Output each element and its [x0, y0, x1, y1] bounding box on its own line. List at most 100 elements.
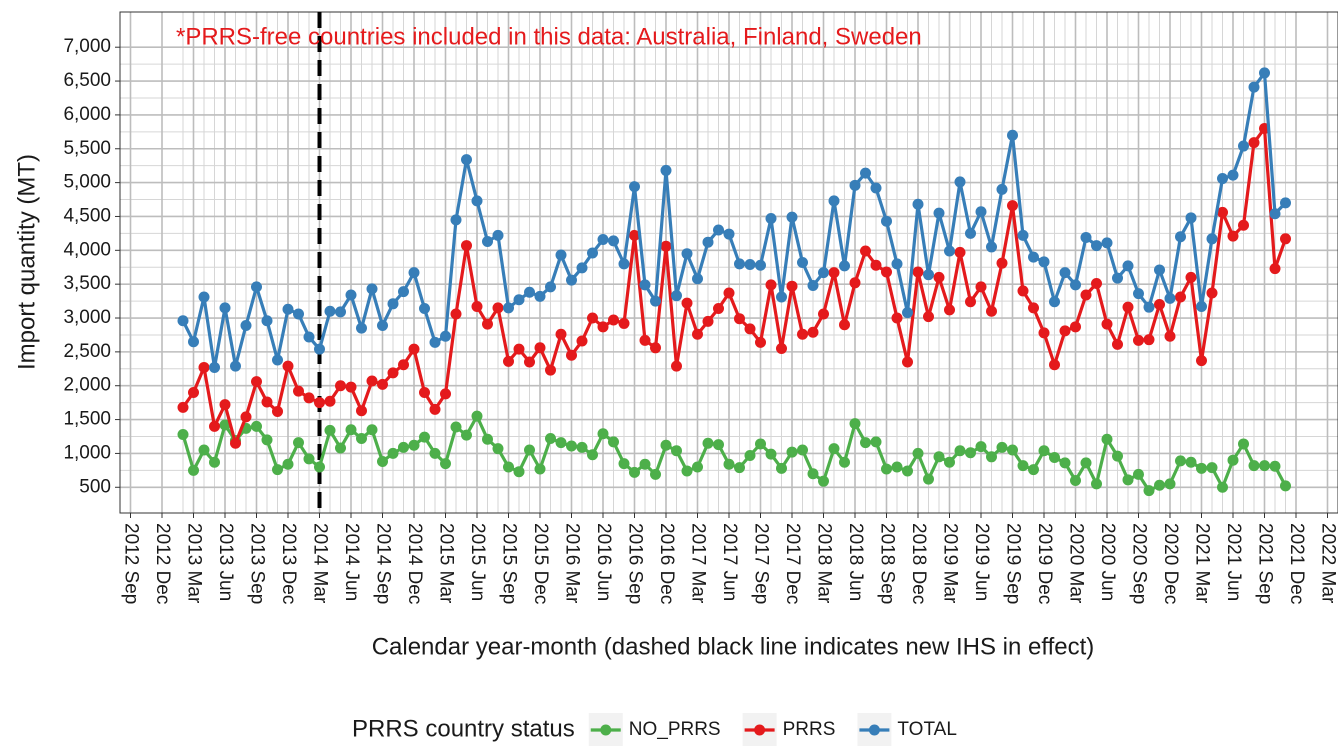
data-point [797, 257, 808, 268]
series-line [181, 414, 1287, 493]
data-point [492, 302, 504, 314]
data-point [881, 463, 892, 475]
data-point [440, 458, 451, 470]
data-point [492, 443, 504, 455]
data-point [398, 359, 409, 371]
data-point [1101, 318, 1113, 330]
legend-title: PRRS country status [352, 715, 575, 742]
data-point [618, 317, 630, 329]
data-point [1164, 330, 1176, 342]
data-point [860, 437, 871, 449]
x-tick-label: 2020 Sep [1128, 523, 1149, 604]
legend-key-point [868, 724, 880, 736]
x-tick-label: 2015 Dec [530, 523, 551, 604]
data-point [576, 262, 588, 274]
data-point [377, 456, 388, 468]
data-point [639, 279, 651, 291]
data-point [492, 229, 504, 241]
x-tick-label: 2019 Sep [1002, 523, 1023, 604]
y-tick-label: 5,000 [63, 172, 111, 193]
data-point [713, 224, 724, 236]
data-point [1122, 260, 1134, 272]
data-point [261, 434, 273, 446]
data-point [828, 267, 840, 279]
data-point [1227, 230, 1239, 242]
data-point [1206, 233, 1218, 245]
data-point [366, 283, 378, 295]
data-point [555, 328, 567, 340]
data-point [324, 395, 336, 407]
data-point [902, 465, 913, 477]
data-point [996, 183, 1008, 195]
data-point [1049, 359, 1060, 371]
data-point [1217, 173, 1228, 185]
data-point [345, 424, 357, 436]
data-point [314, 343, 325, 355]
data-point [765, 212, 777, 224]
data-point [1028, 251, 1039, 263]
data-point [1059, 325, 1071, 337]
data-point [251, 376, 262, 388]
data-point [555, 437, 567, 449]
data-point [713, 303, 724, 315]
data-point [1112, 272, 1123, 284]
x-tick-label: 2014 Dec [404, 523, 425, 604]
data-point [755, 438, 766, 450]
data-point [986, 451, 997, 463]
data-point [702, 315, 714, 327]
data-point [839, 260, 850, 272]
data-point [1248, 81, 1260, 93]
data-point [608, 436, 619, 448]
data-point [377, 319, 388, 331]
x-tick-label: 2016 Sep [624, 523, 645, 604]
data-point [1143, 334, 1155, 346]
data-point [891, 461, 903, 473]
y-tick-label: 2,500 [63, 341, 111, 362]
x-tick-label: 2021 Jun [1223, 523, 1244, 601]
data-point [597, 233, 609, 245]
data-point [534, 290, 546, 302]
data-point [1007, 444, 1018, 456]
data-point [881, 215, 892, 227]
data-point [587, 449, 598, 461]
data-point [965, 447, 976, 459]
data-point [902, 307, 913, 319]
data-point [555, 249, 567, 261]
data-point [576, 441, 588, 453]
data-point [471, 410, 483, 422]
data-point [891, 258, 903, 270]
data-point [188, 464, 199, 476]
data-point [503, 355, 514, 367]
data-point [755, 259, 766, 271]
data-point [765, 279, 777, 291]
y-tick-label: 1,500 [63, 409, 111, 430]
data-point [356, 322, 367, 334]
data-point [954, 176, 966, 188]
x-tick-label: 2016 Dec [656, 523, 677, 604]
data-point [723, 287, 735, 299]
data-point [219, 302, 231, 314]
data-point [786, 280, 798, 292]
x-tick-label: 2019 Dec [1034, 523, 1055, 604]
data-point [440, 388, 451, 400]
data-point [650, 342, 661, 354]
data-point [870, 259, 882, 271]
data-point [1175, 455, 1186, 467]
data-point [450, 421, 462, 433]
data-point [429, 447, 441, 459]
data-point [587, 312, 598, 324]
data-point [660, 439, 672, 451]
data-point [1196, 355, 1207, 367]
data-point [1070, 321, 1081, 333]
data-point [1154, 479, 1165, 491]
data-point [461, 240, 472, 252]
data-point [513, 343, 525, 355]
data-point [240, 411, 252, 423]
x-tick-label: 2015 Jun [467, 523, 488, 601]
data-point [545, 364, 556, 376]
data-point [482, 318, 493, 330]
data-point [807, 326, 819, 338]
x-tick-label: 2018 Dec [908, 523, 929, 604]
data-point [818, 475, 829, 487]
data-point [1269, 460, 1281, 472]
